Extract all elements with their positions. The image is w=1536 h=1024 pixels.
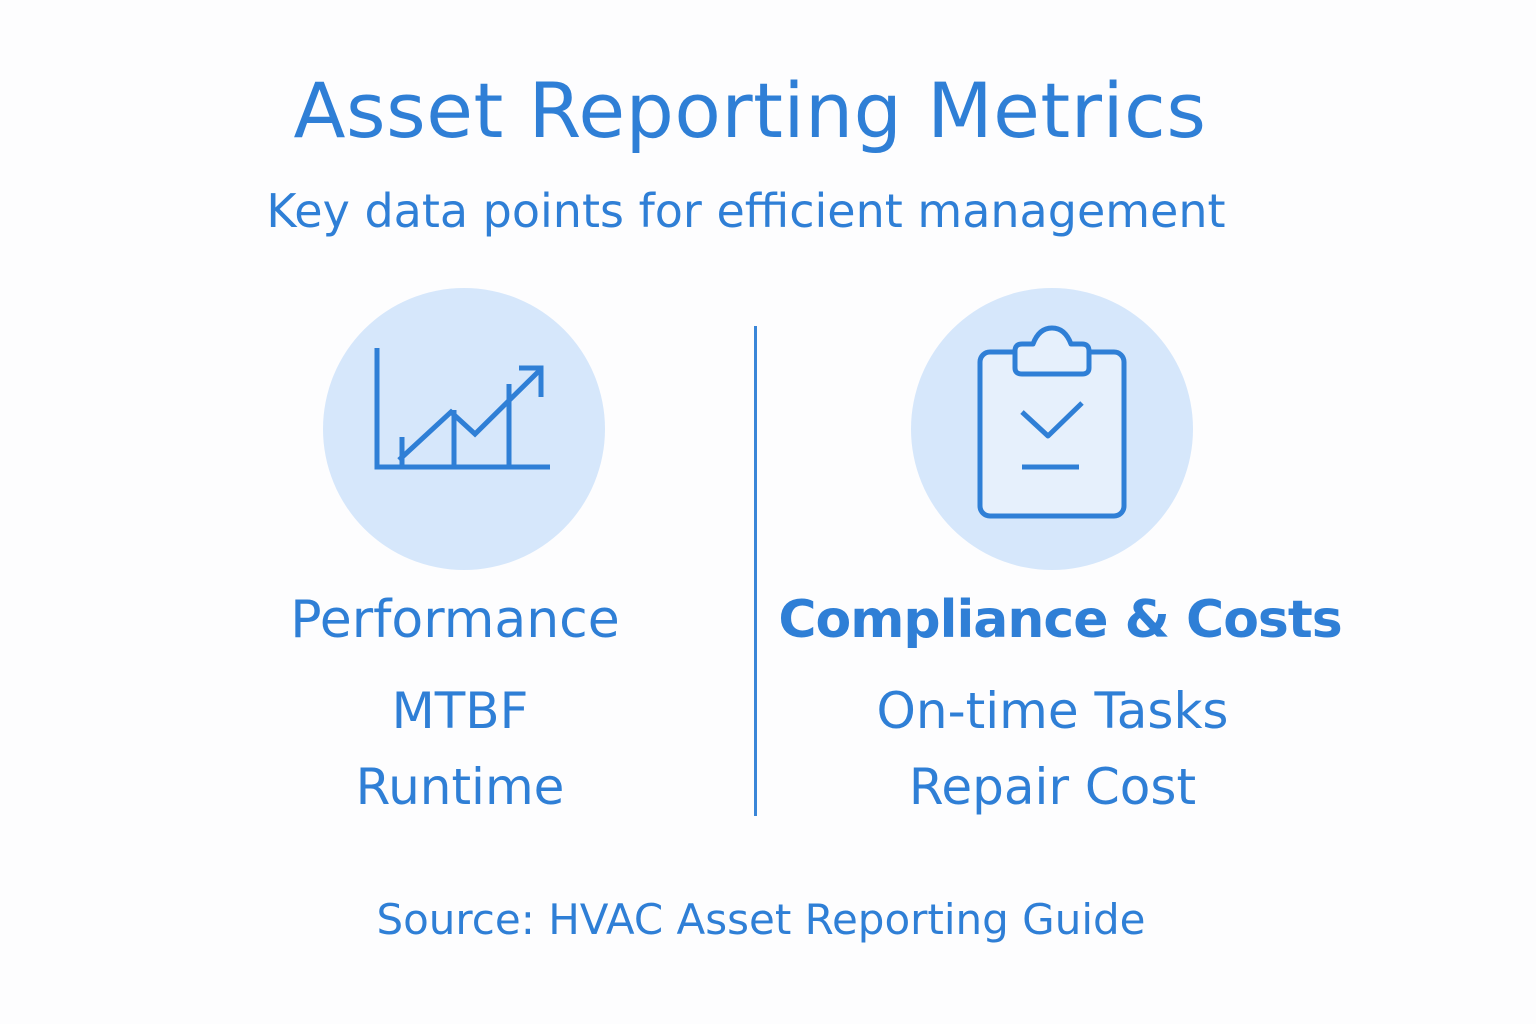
clipboard-check-icon [977, 325, 1127, 519]
compliance-icon-circle [911, 288, 1193, 570]
compliance-costs-heading: Compliance & Costs [778, 590, 1342, 650]
metric-on-time-tasks: On-time Tasks [876, 682, 1229, 740]
performance-heading: Performance [290, 590, 620, 650]
performance-icon-circle [323, 288, 605, 570]
metric-repair-cost: Repair Cost [908, 758, 1197, 816]
metric-runtime: Runtime [355, 758, 565, 816]
page-subtitle: Key data points for efficient management [266, 184, 1226, 238]
column-divider [754, 326, 757, 816]
page-title: Asset Reporting Metrics [293, 66, 1207, 155]
growth-chart-icon [374, 348, 550, 470]
source-caption: Source: HVAC Asset Reporting Guide [376, 895, 1146, 944]
metric-mtbf: MTBF [391, 682, 529, 740]
